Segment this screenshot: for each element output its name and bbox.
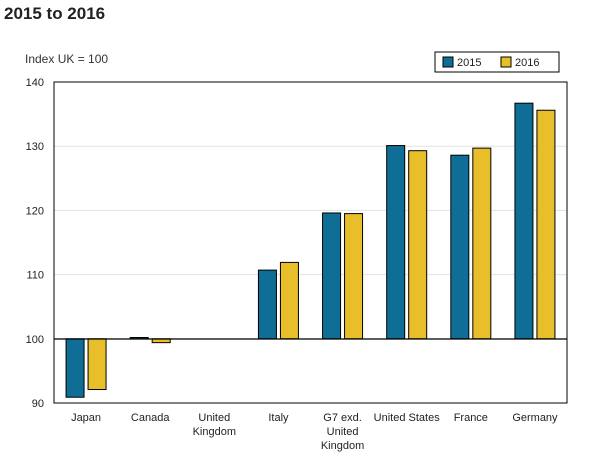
x-tick-label-2-0: United xyxy=(198,412,230,424)
x-tick-labels: Japan Canada United Kingdom Italy G7 exd. Unit… xyxy=(71,412,558,452)
y-tick-label-130: 130 xyxy=(26,141,44,153)
x-tick-label-4-0: G7 exd. xyxy=(323,412,362,424)
bar-2015-7 xyxy=(515,103,533,339)
y-tick-label-140: 140 xyxy=(26,77,44,89)
x-tick-label-1-0: Canada xyxy=(131,412,170,424)
x-tick-label-5-0: United States xyxy=(374,412,441,424)
bar-2016-7 xyxy=(537,110,555,339)
x-tick-label-4-1: United xyxy=(327,426,359,438)
y-tick-label-120: 120 xyxy=(26,205,44,217)
bar-2015-6 xyxy=(451,155,469,339)
y-tick-label-90: 90 xyxy=(32,398,44,410)
bar-2015-4 xyxy=(323,213,341,339)
x-tick-label-7-0: Germany xyxy=(512,412,558,424)
legend-label-2016: 2016 xyxy=(515,57,539,69)
bar-2015-0 xyxy=(66,339,84,397)
x-tick-label-2-1: Kingdom xyxy=(193,426,236,438)
legend-label-2015: 2015 xyxy=(457,57,481,69)
x-tick-label-0-0: Japan xyxy=(71,412,101,424)
bar-2016-6 xyxy=(473,148,491,339)
legend-box xyxy=(435,52,559,72)
y-axis-label: Index UK = 100 xyxy=(25,52,108,66)
y-tick-label-110: 110 xyxy=(26,270,44,282)
bar-2016-0 xyxy=(88,339,106,390)
x-tick-label-3-0: Italy xyxy=(268,412,289,424)
x-tick-label-6-0: France xyxy=(454,412,488,424)
x-tick-label-4-2: Kingdom xyxy=(321,440,364,452)
bar-2015-5 xyxy=(387,146,405,339)
bar-2015-3 xyxy=(258,270,276,339)
legend: 2015 2016 xyxy=(435,52,559,72)
bar-2016-5 xyxy=(409,151,427,339)
bar-2016-4 xyxy=(345,214,363,339)
bar-2016-3 xyxy=(280,262,298,338)
y-tick-label-100: 100 xyxy=(26,334,44,346)
bar-chart: Index UK = 100 90 100 110 120 130 140 Japan Ca… xyxy=(0,0,600,455)
bars xyxy=(66,103,555,397)
legend-swatch-2015 xyxy=(443,57,453,67)
y-tick-labels: 90 100 110 120 130 140 xyxy=(26,77,44,410)
legend-swatch-2016 xyxy=(501,57,511,67)
